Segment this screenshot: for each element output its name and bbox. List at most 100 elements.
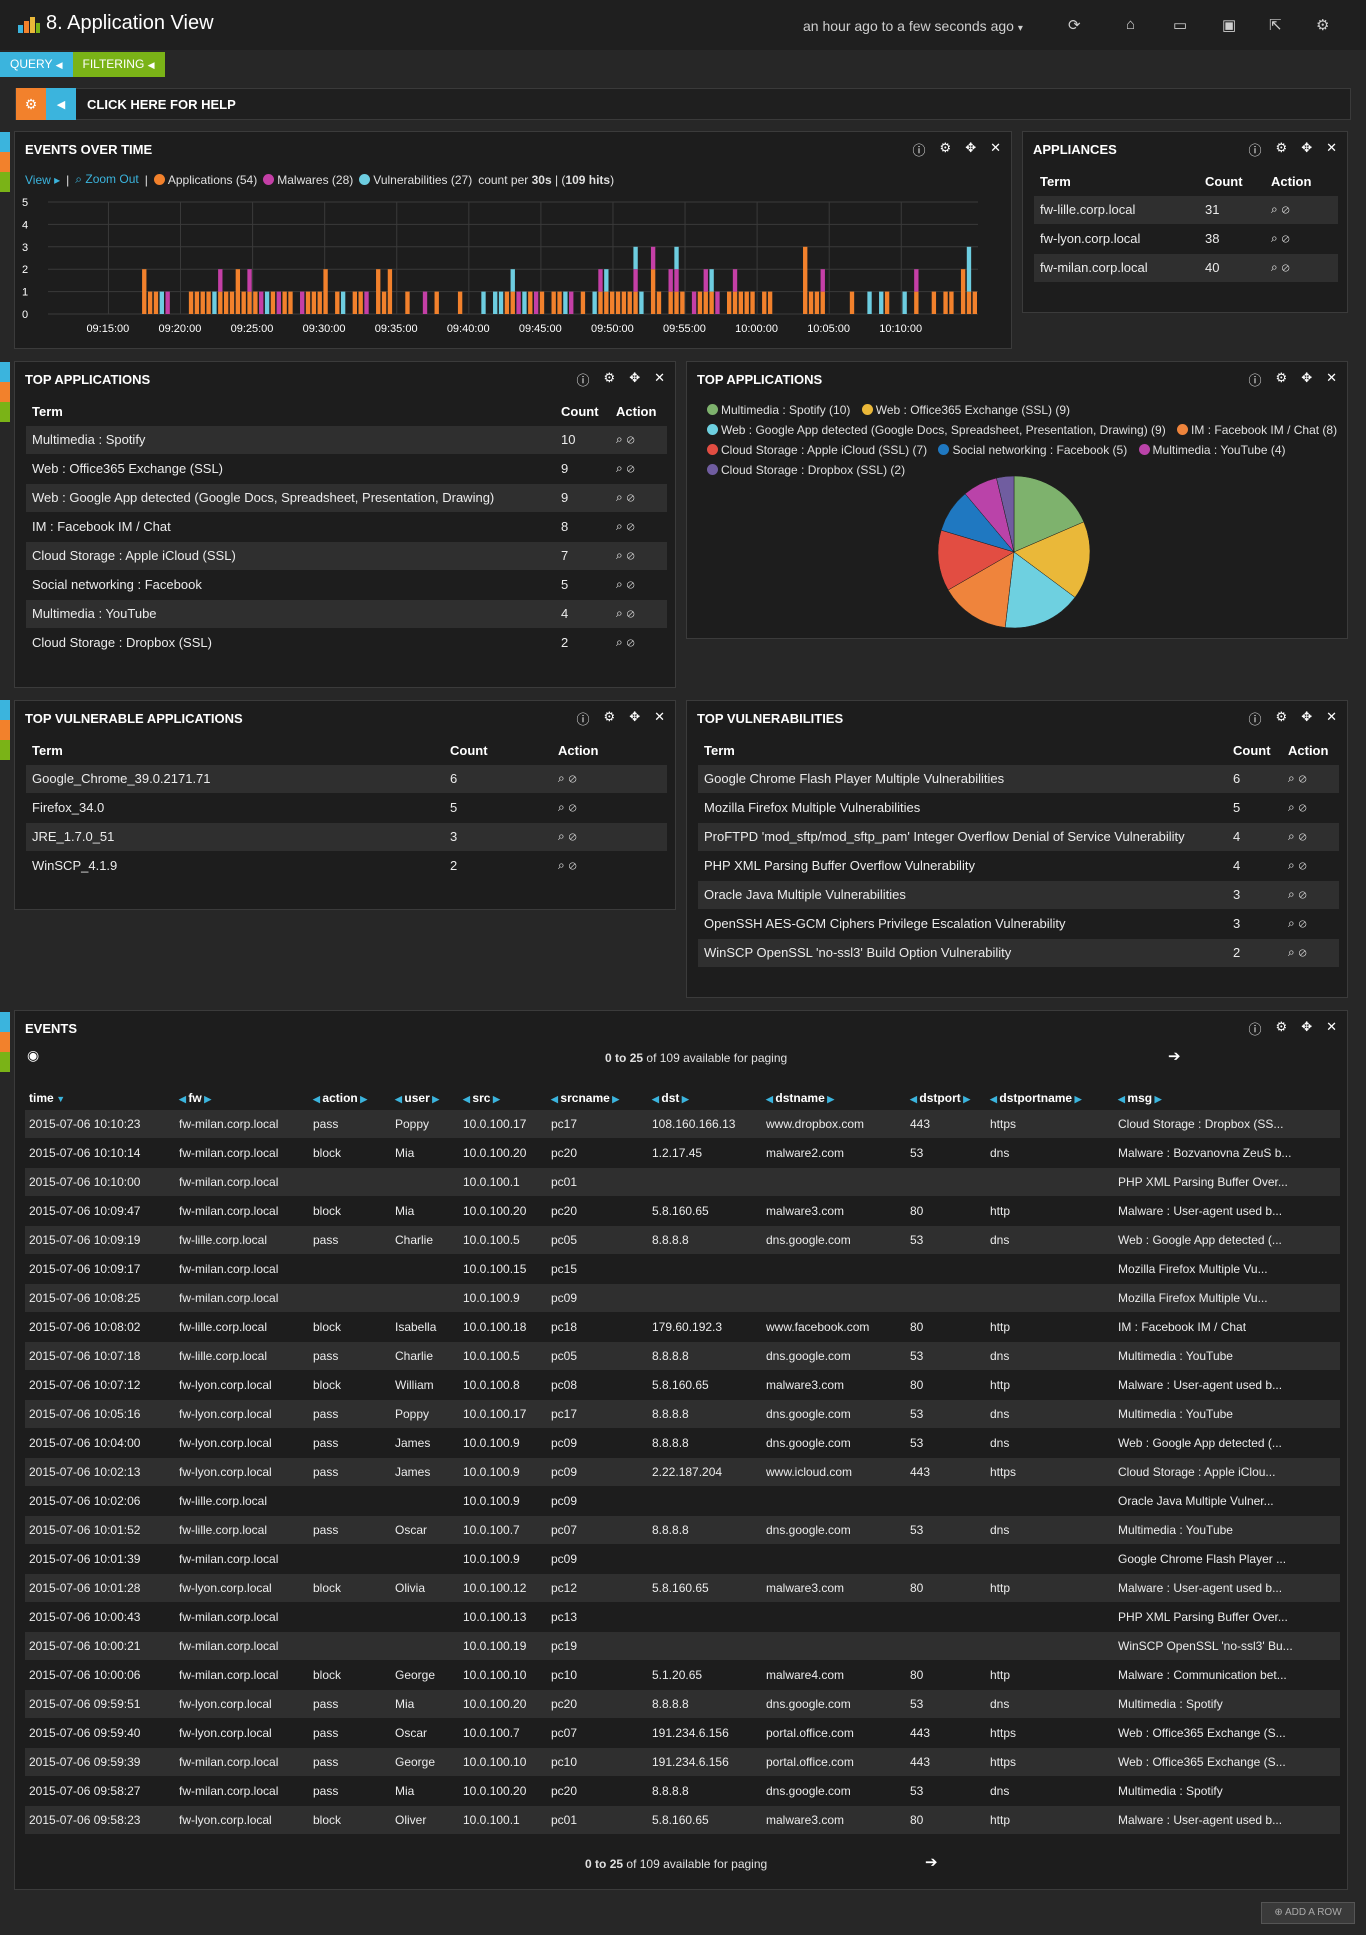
histogram-bar[interactable] — [674, 269, 679, 292]
search-icon[interactable]: ⌕ — [1271, 231, 1282, 245]
caret-left-icon[interactable]: ◀ — [179, 1093, 189, 1104]
search-icon[interactable]: ⌕ — [558, 858, 569, 873]
histogram-bar[interactable] — [726, 291, 732, 314]
legend-item-applications[interactable]: Applications (54) — [153, 173, 257, 187]
events-histogram[interactable]: 0 1 2 3 4 5 09:15:00 09:20:00 09:25:00 09:30:00 09… — [20, 192, 1005, 342]
search-icon[interactable]: ⌕ — [1288, 858, 1299, 872]
search-icon[interactable]: ⌕ — [616, 577, 627, 591]
table-row[interactable]: 2015-07-06 10:00:43 fw-milan.corp.local 10… — [25, 1601, 1340, 1631]
histogram-bar[interactable] — [223, 291, 229, 314]
histogram-bar[interactable] — [949, 291, 954, 314]
histogram-bar[interactable] — [615, 291, 621, 314]
histogram-bar[interactable] — [247, 269, 252, 292]
histogram-bar[interactable] — [680, 291, 685, 314]
toggle-fields-icon[interactable]: ◉ — [27, 1047, 40, 1063]
move-icon[interactable]: ✥ — [629, 709, 641, 724]
table-row[interactable]: 2015-07-06 09:59:51 fw-lyon.corp.local pas… — [25, 1688, 1340, 1718]
action-cell[interactable]: ⌕⊘ — [610, 540, 667, 570]
histogram-bar[interactable] — [241, 291, 246, 314]
histogram-bar[interactable] — [335, 291, 340, 314]
gear-icon[interactable]: ⚙ — [939, 140, 952, 155]
histogram-bar[interactable] — [943, 291, 948, 314]
action-cell[interactable]: ⌕⊘ — [552, 792, 667, 822]
histogram-bar[interactable] — [691, 291, 697, 314]
close-icon[interactable]: ✕ — [654, 370, 665, 385]
histogram-bar[interactable] — [194, 291, 200, 314]
histogram-bar[interactable] — [300, 291, 305, 314]
info-icon[interactable]: ⓘ — [1248, 712, 1262, 727]
caret-left-icon[interactable]: ◀ — [463, 1093, 473, 1104]
table-row[interactable]: 2015-07-06 10:02:13 fw-lyon.corp.local pas… — [25, 1456, 1340, 1486]
move-icon[interactable]: ✥ — [629, 370, 641, 385]
histogram-bar[interactable] — [656, 291, 662, 314]
histogram-bar[interactable] — [621, 291, 627, 314]
histogram-bar[interactable] — [253, 291, 258, 314]
histogram-bar[interactable] — [650, 246, 656, 270]
histogram-bar[interactable] — [516, 291, 521, 314]
column-header-dstportname[interactable]: ◀ dstportname ▶ — [986, 1087, 1114, 1109]
view-menu[interactable]: View ▸ — [25, 172, 61, 187]
histogram-bar[interactable] — [504, 291, 510, 314]
pie-slice[interactable] — [1004, 551, 1076, 629]
histogram-bar[interactable] — [282, 291, 287, 314]
histogram-bar[interactable] — [264, 291, 270, 314]
action-cell[interactable]: ⌕⊘ — [552, 850, 667, 880]
search-icon[interactable]: ⌕ — [1271, 260, 1282, 275]
column-header-msg[interactable]: ◀ msg ▶ — [1114, 1087, 1340, 1109]
row-collapse-tab[interactable] — [0, 132, 10, 192]
histogram-bar[interactable] — [481, 291, 486, 314]
pie-legend-item[interactable]: Cloud Storage : Apple iCloud (SSL) (7) — [707, 443, 927, 457]
action-cell[interactable]: ⌕⊘ — [552, 763, 667, 793]
table-row[interactable]: 2015-07-06 10:02:06 fw-lille.corp.local 10… — [25, 1485, 1340, 1515]
save-icon[interactable]: ▣ — [1222, 17, 1237, 34]
pie-slice[interactable] — [937, 529, 1015, 591]
row-collapse-tab[interactable] — [0, 700, 10, 760]
ban-icon[interactable]: ⊘ — [1298, 916, 1311, 930]
ban-icon[interactable]: ⊘ — [1298, 887, 1311, 901]
caret-left-icon[interactable]: ◀ — [990, 1093, 1000, 1104]
table-row[interactable]: 2015-07-06 09:58:23 fw-lyon.corp.local blo… — [25, 1804, 1340, 1834]
table-row[interactable]: 2015-07-06 10:00:21 fw-milan.corp.local 10… — [25, 1630, 1340, 1660]
gear-icon[interactable]: ⚙ — [1275, 709, 1288, 724]
ban-icon[interactable]: ⊘ — [1281, 202, 1294, 216]
table-row[interactable]: 2015-07-06 10:09:19 fw-lille.corp.local pa… — [25, 1224, 1340, 1254]
ban-icon[interactable]: ⊘ — [568, 771, 581, 785]
histogram-bar[interactable] — [738, 291, 744, 314]
column-header-term[interactable]: Term — [704, 742, 735, 758]
histogram-bar[interactable] — [668, 291, 673, 314]
column-header-term[interactable]: Term — [32, 742, 63, 758]
table-row[interactable]: 2015-07-06 10:10:14 fw-milan.corp.local bl… — [25, 1137, 1340, 1167]
histogram-bar[interactable] — [317, 291, 322, 314]
histogram-bar[interactable] — [803, 246, 808, 314]
zoom-out-link[interactable]: ⌕ Zoom Out — [75, 172, 138, 187]
sort-desc-icon[interactable]: ▼ — [53, 1093, 66, 1104]
histogram-bar[interactable] — [434, 291, 439, 314]
move-icon[interactable]: ✥ — [965, 140, 977, 155]
caret-left-icon[interactable]: ◀ — [46, 88, 76, 120]
pie-legend-item[interactable]: Multimedia : Spotify (10) — [707, 403, 850, 417]
gear-icon[interactable]: ⚙ — [603, 709, 616, 724]
gear-icon[interactable]: ⚙ — [603, 370, 616, 385]
histogram-bar[interactable] — [557, 291, 562, 314]
histogram-bar[interactable] — [305, 291, 311, 314]
histogram-bar[interactable] — [931, 291, 937, 314]
table-row[interactable]: 2015-07-06 10:00:06 fw-milan.corp.local bl… — [25, 1659, 1340, 1689]
row-collapse-tab[interactable] — [0, 1012, 10, 1072]
histogram-bar[interactable] — [165, 291, 170, 314]
search-icon[interactable]: ⌕ — [616, 432, 627, 446]
search-icon[interactable]: ⌕ — [1271, 202, 1282, 216]
action-cell[interactable]: ⌕⊘ — [610, 453, 667, 483]
column-header-count[interactable]: Count — [450, 742, 488, 758]
search-icon[interactable]: ⌕ — [1288, 887, 1299, 901]
histogram-bar[interactable] — [247, 291, 252, 314]
ban-icon[interactable]: ⊘ — [568, 858, 581, 873]
table-row[interactable]: 2015-07-06 09:58:27 fw-milan.corp.local pa… — [25, 1775, 1340, 1805]
histogram-bar[interactable] — [715, 291, 720, 314]
column-header-term[interactable]: Term — [32, 403, 63, 419]
histogram-bar[interactable] — [200, 291, 205, 314]
histogram-bar[interactable] — [510, 291, 515, 314]
histogram-bar[interactable] — [884, 291, 890, 314]
histogram-bar[interactable] — [598, 269, 603, 292]
ban-icon[interactable]: ⊘ — [1298, 829, 1311, 843]
close-icon[interactable]: ✕ — [990, 140, 1001, 155]
